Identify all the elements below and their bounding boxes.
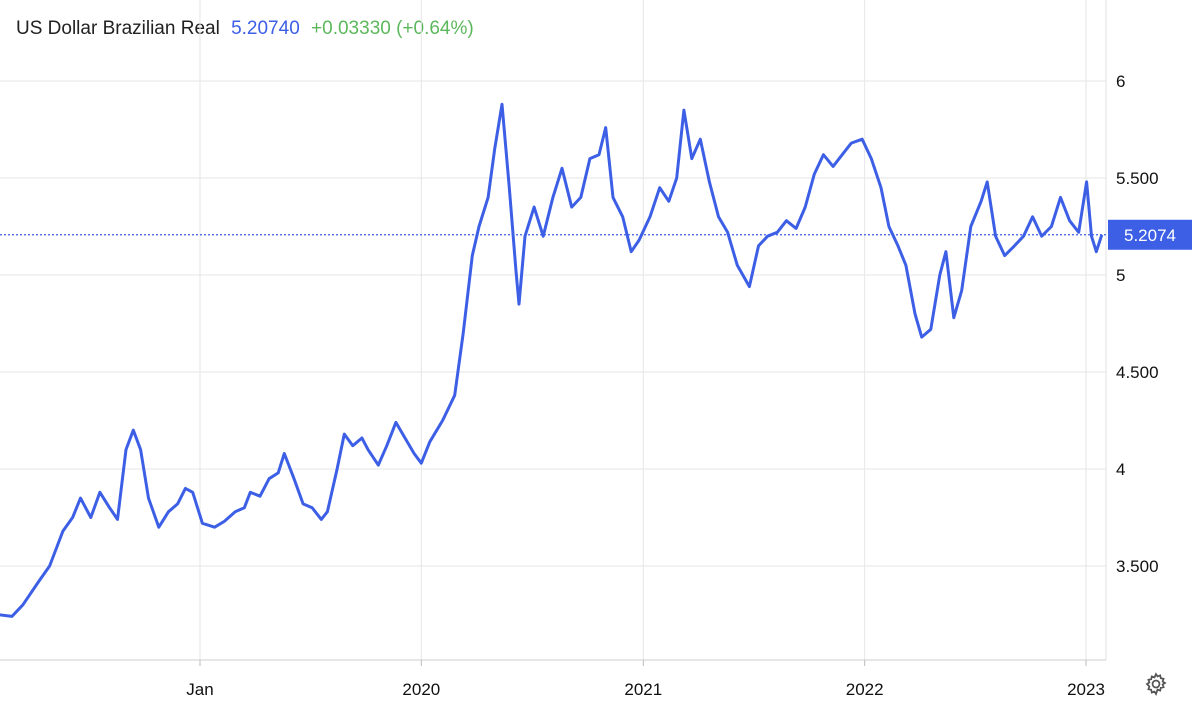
price-change: +0.03330 (+0.64%) <box>311 18 474 39</box>
x-tick-label: Jan <box>186 680 213 699</box>
last-price-label: 5.2074 <box>1124 226 1176 245</box>
chart-header: US Dollar Brazilian Real 5.20740 +0.0333… <box>16 18 480 40</box>
y-tick-label: 4 <box>1116 460 1125 479</box>
x-tick-label: 2022 <box>846 680 884 699</box>
y-tick-label: 3.500 <box>1116 557 1159 576</box>
axis-labels: 3.500 4 4.500 5 5.500 6 Jan 2020 2021 2022 2023 <box>186 72 1158 699</box>
x-tick-label: 2021 <box>624 680 662 699</box>
last-price-box <box>1108 219 1192 250</box>
x-tick-label: 2023 <box>1067 680 1105 699</box>
last-price: 5.20740 <box>231 18 300 39</box>
y-tick-label: 5 <box>1116 266 1125 285</box>
y-tick-label: 4.500 <box>1116 363 1159 382</box>
y-tick-label: 6 <box>1116 72 1125 91</box>
price-line <box>0 102 1104 618</box>
gear-icon[interactable] <box>1143 671 1169 697</box>
grid-lines <box>0 0 1107 666</box>
x-tick-label: 2020 <box>402 680 440 699</box>
y-tick-label: 5.500 <box>1116 169 1159 188</box>
last-price-marker: 5.2074 <box>0 219 1192 250</box>
instrument-title: US Dollar Brazilian Real <box>16 18 220 39</box>
